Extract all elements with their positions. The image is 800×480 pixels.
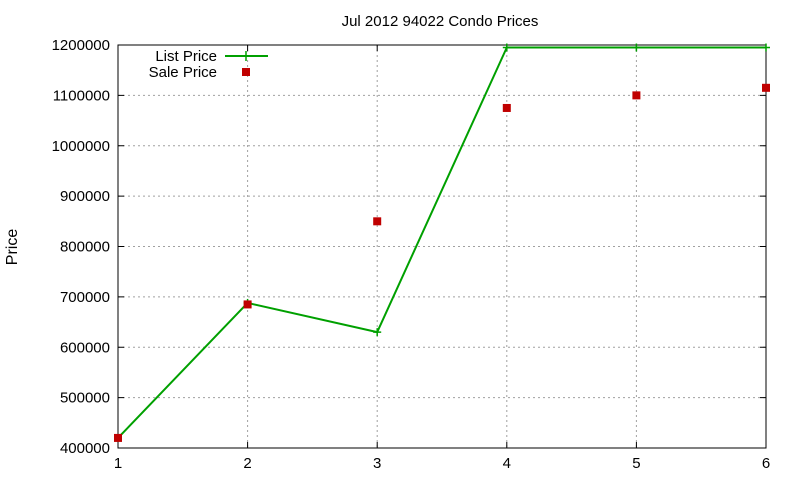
x-tick-label: 5 — [632, 455, 640, 472]
list-price-point — [762, 43, 770, 52]
sale-price-point — [243, 300, 252, 309]
sale-price-point — [114, 433, 122, 442]
y-tick-label: 500000 — [60, 390, 110, 407]
y-tick-label: 1200000 — [52, 37, 110, 54]
legend-label-sale-price: Sale Price — [149, 64, 217, 81]
legend-marker-sale-price — [242, 68, 250, 76]
list-price-line — [117, 46, 766, 439]
x-tick-label: 4 — [503, 455, 511, 472]
list-price-point — [502, 43, 511, 52]
y-tick-label: 1100000 — [53, 87, 110, 104]
y-tick-label: 400000 — [60, 440, 110, 457]
legend-label-list-price: List Price — [155, 48, 217, 65]
chart-title: Jul 2012 94022 Condo Prices — [342, 13, 539, 30]
y-tick-label: 700000 — [60, 289, 110, 306]
list-price-point — [632, 43, 641, 52]
sale-price-point — [762, 83, 770, 92]
list-price-point — [373, 328, 382, 337]
legend: List Price Sale Price — [149, 48, 268, 81]
legend-marker-list-price — [241, 51, 251, 61]
y-tick-label: 600000 — [60, 339, 110, 356]
y-tick-label: 1000000 — [52, 138, 110, 155]
x-tick-label: 2 — [243, 455, 251, 472]
sale-price-point — [632, 91, 641, 100]
ticks: 400000 500000 600000 700000 800000 900000 1000… — [52, 37, 771, 472]
x-tick-label: 1 — [114, 455, 122, 472]
sale-price-point — [502, 103, 511, 112]
y-tick-label: 900000 — [60, 188, 110, 205]
series — [114, 43, 770, 442]
y-tick-label: 800000 — [60, 239, 110, 256]
grid — [118, 45, 766, 448]
sale-price-point — [373, 217, 382, 226]
y-axis-label: Price — [4, 229, 21, 266]
x-tick-label: 6 — [762, 455, 770, 472]
x-tick-label: 3 — [373, 455, 381, 472]
